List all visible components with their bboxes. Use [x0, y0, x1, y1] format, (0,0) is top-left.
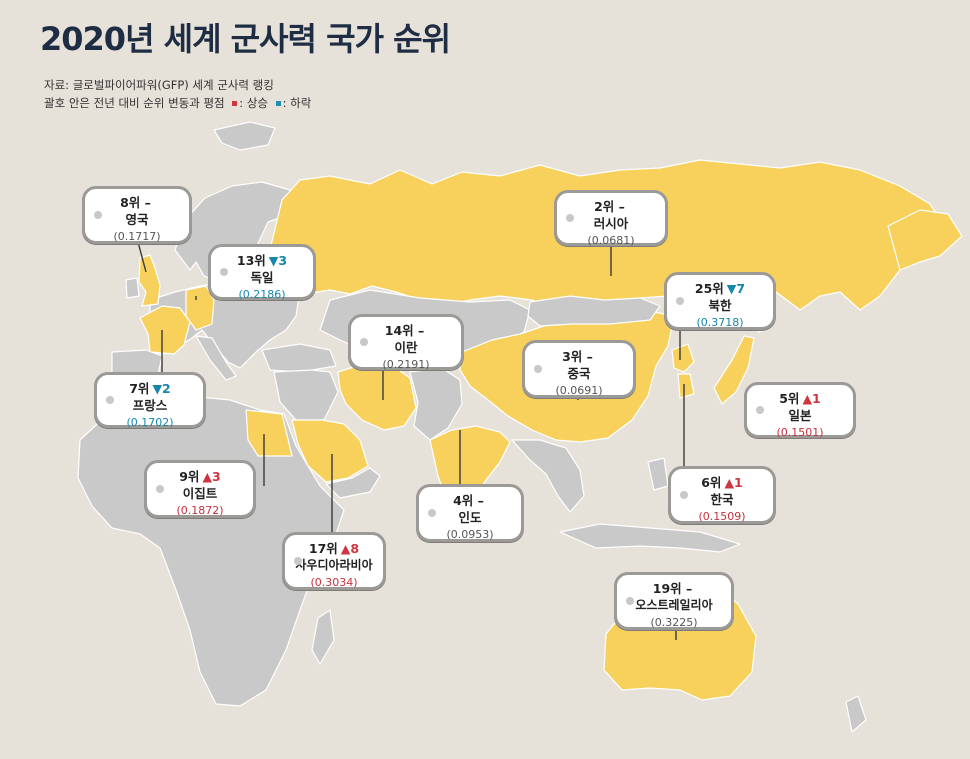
label-card-nkorea: 25위 ▼7 북한 (0.3718) — [664, 272, 776, 330]
turkey-shape — [261, 343, 337, 373]
uk-shape — [138, 254, 161, 307]
rank-label: 4위 – — [453, 493, 484, 508]
philippines-shape — [647, 457, 669, 491]
rank-label: 2위 – — [594, 199, 625, 214]
source-note: 자료: 글로벌파이어파워(GFP) 세계 군사력 랭킹 괄호 안은 전년 대비 … — [44, 76, 311, 112]
card-dot-icon — [534, 365, 542, 373]
label-card-skorea: 6위 ▲1 한국 (0.1509) — [668, 466, 776, 524]
card-dot-icon — [294, 557, 302, 565]
country-name: 오스트레일리아 — [635, 598, 713, 612]
greenland-shape — [213, 121, 276, 151]
label-card-india: 4위 – 인도 (0.0953) — [416, 484, 524, 542]
country-name: 한국 — [710, 492, 734, 507]
country-name: 북한 — [708, 298, 732, 313]
card-dot-icon — [428, 509, 436, 517]
rank-label: 14위 – — [384, 323, 425, 338]
label-card-australia: 19위 – 오스트레일리아 (0.3225) — [614, 572, 734, 630]
label-card-uk: 8위 – 영국 (0.1717) — [82, 186, 192, 244]
legend-up-label: : 상승 — [239, 96, 268, 110]
card-dot-icon — [566, 214, 574, 222]
source-line: 자료: 글로벌파이어파워(GFP) 세계 군사력 랭킹 — [44, 78, 274, 92]
rank-label: 5위 ▲1 — [779, 391, 821, 406]
madagascar-shape — [311, 609, 335, 665]
score-label: (0.2186) — [238, 288, 286, 301]
country-name: 중국 — [567, 366, 591, 381]
score-label: (0.0953) — [446, 528, 494, 541]
japan-shape — [713, 335, 755, 405]
mongolia-shape — [527, 295, 661, 327]
card-dot-icon — [220, 268, 228, 276]
page-title: 2020년 세계 군사력 국가 순위 — [40, 20, 451, 58]
card-dot-icon — [156, 485, 164, 493]
rank-label: 25위 ▼7 — [694, 281, 746, 296]
card-dot-icon — [756, 406, 764, 414]
rank-label: 8위 – — [120, 195, 151, 210]
rank-label: 9위 ▲3 — [179, 469, 221, 484]
italy-shape — [195, 335, 237, 381]
afpak-shape — [409, 367, 463, 441]
up-marker-icon — [232, 101, 238, 106]
country-name: 사우디아라비아 — [295, 558, 373, 572]
germany-shape — [185, 285, 215, 331]
indonesia-shape — [559, 523, 741, 553]
label-card-russia: 2위 – 러시아 (0.0681) — [554, 190, 668, 247]
russia-east-shape — [887, 209, 963, 271]
nz-shape — [845, 695, 867, 733]
card-dot-icon — [680, 491, 688, 499]
score-label: (0.2191) — [382, 358, 430, 371]
scandinavia-shape — [174, 181, 291, 283]
label-card-saudi: 17위 ▲8 사우디아라비아 (0.3034) — [282, 532, 386, 590]
country-name: 영국 — [125, 212, 149, 227]
score-label: (0.0681) — [587, 234, 635, 247]
label-card-egypt: 9위 ▲3 이집트 (0.1872) — [144, 460, 256, 518]
score-label: (0.1872) — [176, 504, 224, 517]
score-label: (0.3225) — [650, 616, 698, 629]
score-label: (0.3718) — [696, 316, 744, 329]
legend-down-label: : 하락 — [282, 96, 312, 110]
card-dot-icon — [94, 211, 102, 219]
score-label: (0.1501) — [776, 426, 824, 439]
rank-label: 13위 ▼3 — [236, 253, 288, 268]
rank-label: 6위 ▲1 — [701, 475, 743, 490]
rank-label: 17위 ▲8 — [308, 541, 360, 556]
country-name: 일본 — [788, 408, 812, 423]
card-dot-icon — [626, 597, 634, 605]
nkorea-shape — [671, 343, 695, 373]
note-prefix: 괄호 안은 전년 대비 순위 변동과 평점 — [44, 96, 225, 110]
label-card-iran: 14위 – 이란 (0.2191) — [348, 314, 464, 371]
score-label: (0.0691) — [555, 384, 603, 397]
country-name: 독일 — [250, 270, 274, 285]
score-label: (0.3034) — [310, 576, 358, 589]
country-name: 인도 — [458, 510, 482, 525]
card-dot-icon — [360, 338, 368, 346]
legend-line: 괄호 안은 전년 대비 순위 변동과 평점 : 상승 : 하락 — [44, 94, 311, 112]
skorea-shape — [677, 373, 695, 399]
france-shape — [139, 305, 191, 355]
egypt-shape — [245, 409, 293, 457]
rank-label: 3위 – — [562, 349, 593, 364]
label-card-france: 7위 ▼2 프랑스 (0.1702) — [94, 372, 206, 429]
label-card-japan: 5위 ▲1 일본 (0.1501) — [744, 382, 856, 439]
card-dot-icon — [676, 297, 684, 305]
se-asia-shape — [511, 439, 585, 513]
rank-label: 7위 ▼2 — [129, 381, 171, 396]
country-name: 이집트 — [182, 486, 218, 501]
score-label: (0.1702) — [126, 416, 174, 429]
middle-east-shape — [273, 369, 339, 421]
rank-label: 19위 – — [652, 581, 693, 596]
card-dot-icon — [106, 396, 114, 404]
saudi-shape — [291, 419, 369, 483]
score-label: (0.1717) — [113, 230, 161, 243]
country-name: 러시아 — [593, 216, 629, 231]
label-card-germany: 13위 ▼3 독일 (0.2186) — [208, 244, 316, 301]
yemen-oman-shape — [325, 467, 381, 499]
country-name: 프랑스 — [132, 398, 168, 413]
down-marker-icon — [275, 101, 281, 106]
score-label: (0.1509) — [698, 510, 746, 523]
label-card-china: 3위 – 중국 (0.0691) — [522, 340, 636, 398]
ireland-shape — [125, 277, 140, 299]
country-name: 이란 — [394, 340, 418, 355]
